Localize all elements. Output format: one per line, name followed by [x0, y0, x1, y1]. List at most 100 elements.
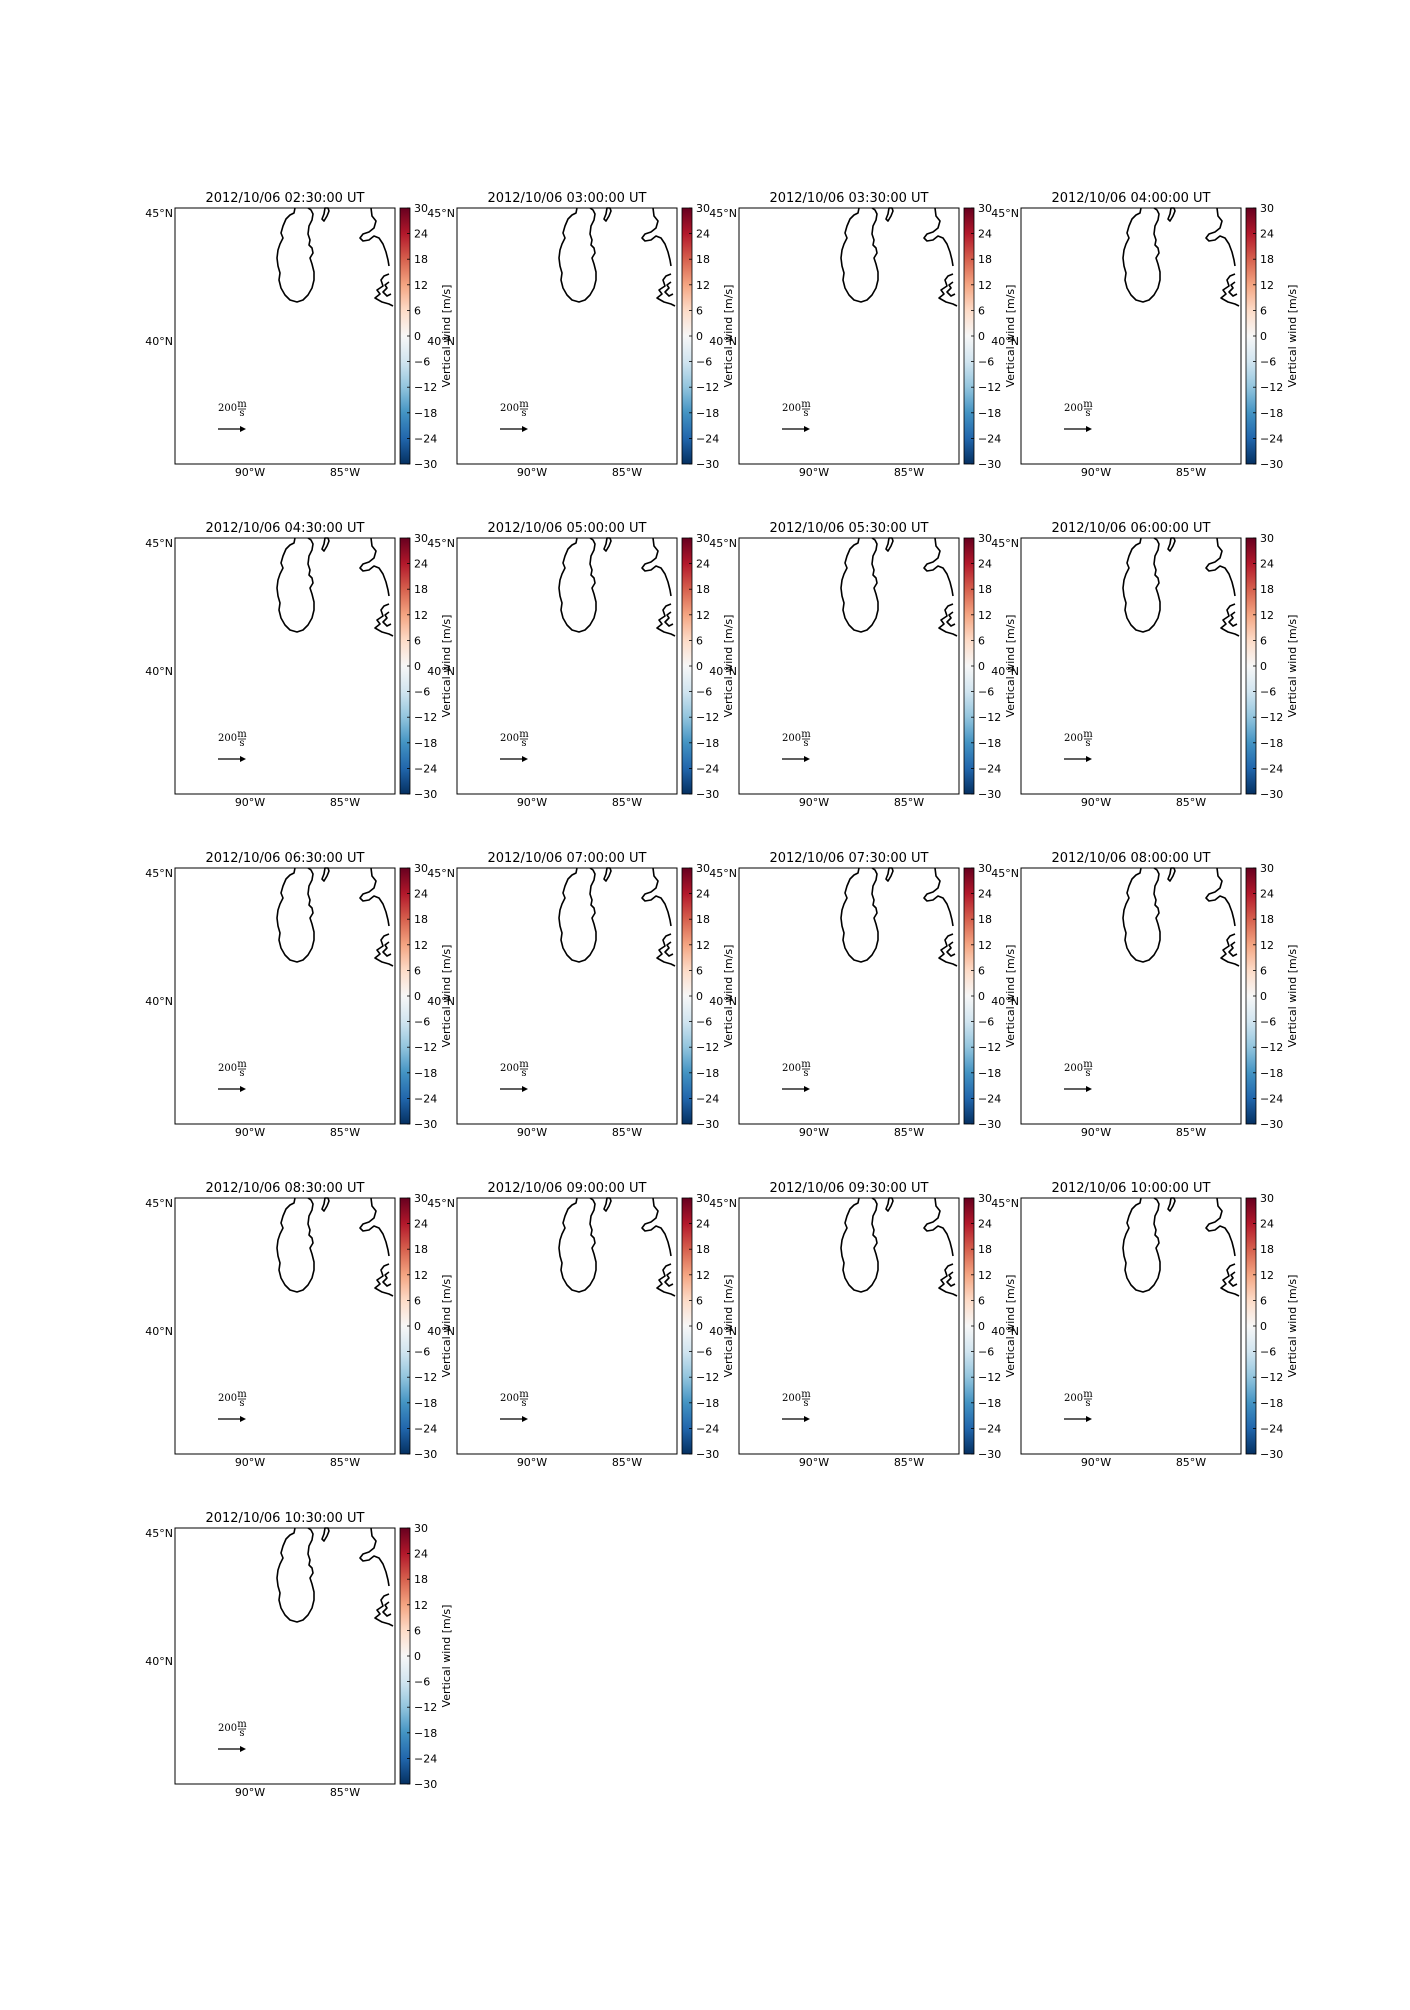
colorbar-tick-label: 0 — [978, 1320, 985, 1333]
lat-tick-label: 40°N — [709, 995, 737, 1008]
lon-tick-label: 90°W — [1081, 796, 1111, 809]
colorbar-tick-label: 18 — [696, 913, 710, 926]
quiver-key-unit-den: s — [1085, 408, 1090, 419]
quiver-key-arrow-head — [804, 1416, 810, 1422]
colorbar-tick-label: 24 — [978, 888, 992, 901]
lon-tick-label: 85°W — [612, 796, 642, 809]
colorbar-tick-label: −24 — [978, 1092, 1001, 1105]
quiver-key: 200 ms — [218, 1719, 247, 1752]
colorbar-label: Vertical wind [m/s] — [1004, 285, 1017, 388]
colorbar-tick-label: −12 — [696, 711, 719, 724]
colorbar-tick-label: 24 — [1260, 558, 1274, 571]
map-panel: 2012/10/06 10:30:00 UT 45°N 40°N 90°W 85°W 20… — [145, 1511, 453, 1799]
colorbar-tick-label: −12 — [696, 1371, 719, 1384]
quiver-key-unit-den: s — [521, 1068, 526, 1079]
colorbar: 30 24 18 12 6 0 −6 −12 −18 −24 −30 Vertical wind [m… — [399, 1192, 453, 1461]
lon-tick-label: 90°W — [1081, 1126, 1111, 1139]
quiver-key-unit-den: s — [239, 1728, 244, 1739]
panel-title: 2012/10/06 07:30:00 UT — [769, 851, 928, 866]
quiver-key-value: 200 — [782, 733, 801, 744]
colorbar-tick-label: −6 — [1260, 1346, 1276, 1359]
colorbar-tick-label: −12 — [1260, 711, 1283, 724]
lon-tick-label: 90°W — [799, 466, 829, 479]
colorbar-label: Vertical wind [m/s] — [440, 1605, 453, 1708]
colorbar-tick-label: 30 — [1260, 202, 1274, 215]
quiver-key-unit-num: m — [1083, 1059, 1093, 1070]
colorbar-tick-label: −18 — [414, 1727, 437, 1740]
colorbar: 30 24 18 12 6 0 −6 −12 −18 −24 −30 Vertical wind [m… — [681, 862, 735, 1131]
colorbar-tick-label: −18 — [978, 407, 1001, 420]
quiver-key-value: 200 — [500, 403, 519, 414]
quiver-key-arrow-head — [1086, 1086, 1092, 1092]
colorbar-tick-label: −30 — [696, 1118, 719, 1131]
colorbar-tick-label: 18 — [1260, 253, 1274, 266]
colorbar-tick-label: 24 — [1260, 228, 1274, 241]
colorbar-label: Vertical wind [m/s] — [1004, 945, 1017, 1048]
lon-tick-label: 90°W — [1081, 466, 1111, 479]
lat-tick-label: 45°N — [145, 867, 173, 880]
colorbar-tick-label: 12 — [1260, 279, 1274, 292]
colorbar-tick-label: 30 — [1260, 862, 1274, 875]
panel-title: 2012/10/06 05:30:00 UT — [769, 521, 928, 536]
map-panel: 2012/10/06 04:00:00 UT 45°N 40°N 90°W 85°W 20… — [991, 191, 1299, 479]
colorbar-tick-label: −18 — [696, 737, 719, 750]
lat-tick-label: 40°N — [427, 665, 455, 678]
colorbar-label: Vertical wind [m/s] — [1286, 1275, 1299, 1378]
colorbar-label: Vertical wind [m/s] — [440, 615, 453, 718]
colorbar-tick-label: −6 — [414, 1676, 430, 1689]
lat-tick-label: 40°N — [145, 995, 173, 1008]
quiver-key-arrow-head — [522, 426, 528, 432]
quiver-key-unit-den: s — [239, 1398, 244, 1409]
colorbar-tick-label: 24 — [978, 228, 992, 241]
lat-tick-label: 45°N — [427, 537, 455, 550]
colorbar-tick-label: −30 — [978, 458, 1001, 471]
colorbar-tick-label: −30 — [696, 458, 719, 471]
colorbar-tick-label: 18 — [978, 913, 992, 926]
map-panel: 2012/10/06 06:00:00 UT 45°N 40°N 90°W 85°W 20… — [991, 521, 1299, 809]
colorbar-tick-label: 6 — [1260, 634, 1267, 647]
colorbar-tick-label: −12 — [978, 711, 1001, 724]
colorbar-tick-label: −24 — [696, 1422, 719, 1435]
panel-title: 2012/10/06 03:00:00 UT — [487, 191, 646, 206]
map-panel: 2012/10/06 07:00:00 UT 45°N 40°N 90°W 85°W 20… — [427, 851, 735, 1139]
quiver-key: 200 ms — [1064, 729, 1093, 762]
colorbar-tick-label: −18 — [1260, 737, 1283, 750]
colorbar-tick-label: 6 — [1260, 964, 1267, 977]
lon-tick-label: 90°W — [1081, 1456, 1111, 1469]
colorbar-tick-label: 12 — [414, 939, 428, 952]
colorbar-tick-label: −24 — [978, 432, 1001, 445]
quiver-key: 200 ms — [218, 399, 247, 432]
colorbar-tick-label: 12 — [696, 279, 710, 292]
colorbar-tick-label: 24 — [414, 558, 428, 571]
colorbar-tick-label: 18 — [414, 1573, 428, 1586]
quiver-key-unit-num: m — [237, 399, 247, 410]
map-frame — [1020, 537, 1242, 795]
lon-tick-label: 85°W — [612, 1456, 642, 1469]
quiver-key: 200 ms — [1064, 1389, 1093, 1422]
colorbar-tick-label: −18 — [414, 407, 437, 420]
lat-tick-label: 45°N — [709, 867, 737, 880]
quiver-key-arrow-head — [240, 1416, 246, 1422]
colorbar-tick-label: −6 — [414, 1346, 430, 1359]
lat-tick-label: 45°N — [427, 1197, 455, 1210]
colorbar-tick-label: 30 — [414, 1192, 428, 1205]
lat-tick-label: 40°N — [145, 335, 173, 348]
quiver-key-unit-den: s — [521, 738, 526, 749]
map-panel: 2012/10/06 08:00:00 UT 45°N 40°N 90°W 85°W 20… — [991, 851, 1299, 1139]
colorbar-tick-label: −18 — [1260, 1397, 1283, 1410]
map-frame — [456, 207, 678, 465]
lat-tick-label: 45°N — [991, 867, 1019, 880]
colorbar-tick-label: −6 — [1260, 356, 1276, 369]
lat-tick-label: 45°N — [709, 1197, 737, 1210]
colorbar-tick-label: 18 — [414, 253, 428, 266]
colorbar-tick-label: 30 — [978, 532, 992, 545]
quiver-key-value: 200 — [500, 1063, 519, 1074]
colorbar-tick-label: 6 — [696, 304, 703, 317]
lon-tick-label: 85°W — [612, 466, 642, 479]
quiver-key-arrow-head — [240, 1746, 246, 1752]
quiver-key-unit-num: m — [237, 1389, 247, 1400]
colorbar-tick-label: −6 — [696, 356, 712, 369]
lon-tick-label: 90°W — [517, 1126, 547, 1139]
colorbar-tick-label: 18 — [1260, 583, 1274, 596]
lon-tick-label: 90°W — [235, 1456, 265, 1469]
